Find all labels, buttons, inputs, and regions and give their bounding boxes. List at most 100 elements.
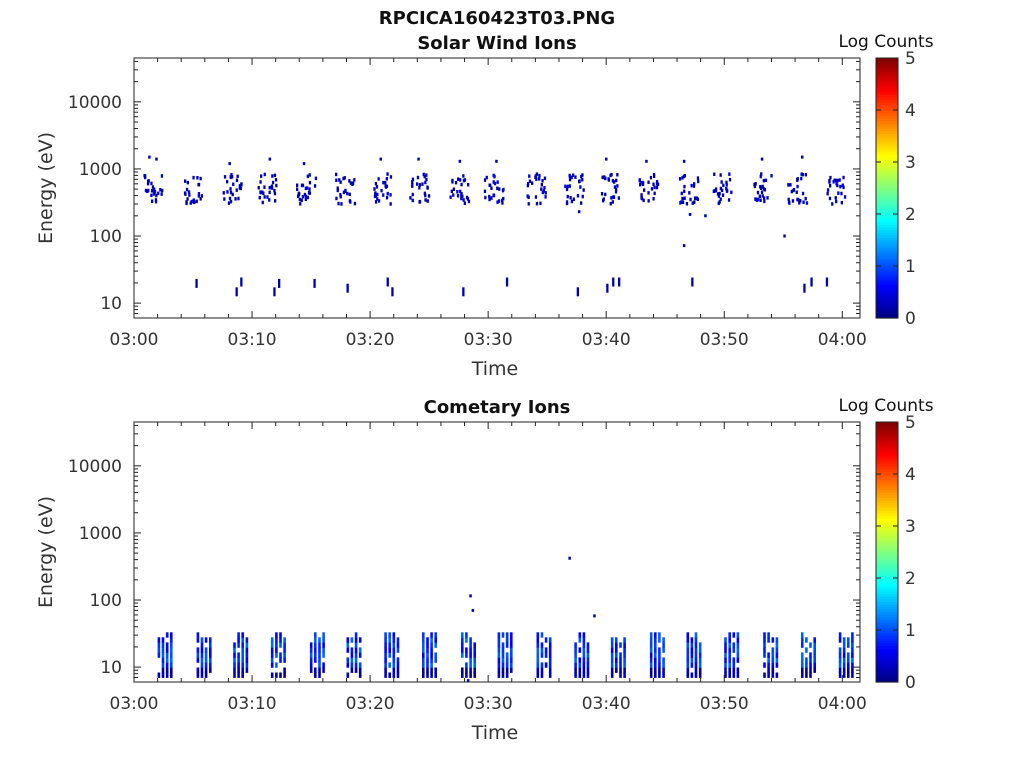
data-cell (354, 652, 358, 658)
data-cell (490, 196, 493, 200)
solar-wind-burst (712, 172, 733, 206)
data-cell (241, 647, 244, 653)
data-cell (209, 652, 212, 658)
data-cell (388, 672, 391, 678)
data-cell (610, 652, 614, 658)
data-cell (346, 657, 350, 663)
colorbar-segment (876, 500, 898, 504)
colorbar-segment (876, 671, 898, 675)
data-cell (690, 183, 693, 188)
data-cell (805, 662, 808, 668)
data-cell (426, 637, 429, 643)
data-cell (353, 178, 356, 182)
plot-area (143, 155, 847, 297)
data-cell (434, 632, 437, 638)
x-axis-label: Time (471, 722, 519, 744)
colorbar-segment (876, 234, 898, 238)
data-cell (241, 642, 244, 648)
data-cell (510, 662, 513, 668)
data-cell (578, 637, 582, 643)
data-cell (309, 662, 313, 668)
data-cell (761, 194, 764, 198)
data-cell (283, 657, 286, 663)
data-cell (461, 647, 464, 653)
data-cell (497, 647, 501, 653)
data-cell (763, 642, 766, 648)
x-tick-label: 03:10 (228, 694, 277, 714)
data-cell (283, 652, 286, 658)
data-cell (801, 652, 804, 658)
data-cell (430, 657, 433, 663)
data-cell (275, 632, 278, 638)
data-cell (396, 637, 400, 643)
data-cell (652, 182, 655, 186)
data-cell (451, 178, 454, 183)
data-cell (510, 667, 513, 673)
data-cell (161, 637, 165, 643)
data-cell (257, 186, 260, 190)
colorbar-segment (876, 242, 898, 246)
colorbar-segment (876, 528, 898, 532)
data-cell (649, 175, 653, 180)
data-cell (245, 662, 249, 668)
data-cell (568, 173, 571, 178)
data-cell (422, 632, 425, 638)
data-cell (184, 179, 187, 183)
colorbar-segment (876, 253, 898, 257)
colorbar-segment (876, 445, 898, 449)
data-cell (501, 201, 504, 205)
outlier-point (155, 157, 158, 161)
data-cell (335, 172, 338, 177)
data-cell (461, 672, 464, 678)
colorbar-segment (876, 437, 898, 441)
colorbar-segment (876, 676, 898, 680)
data-cell (763, 652, 766, 658)
data-cell (548, 672, 552, 678)
colorbar-segment (876, 442, 898, 446)
data-cell (578, 179, 581, 184)
data-cell (578, 672, 582, 678)
data-cell (339, 193, 342, 197)
data-cell (318, 637, 321, 643)
colorbar-segment (876, 666, 898, 670)
colorbar-segment (876, 461, 898, 465)
data-cell (847, 652, 850, 658)
outlier-point (645, 159, 648, 163)
data-cell (452, 193, 455, 197)
data-cell (613, 185, 617, 189)
data-cell (349, 181, 352, 185)
data-cell (318, 652, 321, 658)
data-cell (374, 200, 378, 204)
data-cell (449, 195, 452, 199)
data-cell (279, 657, 282, 663)
cometary-burst (649, 632, 665, 678)
data-cell (724, 637, 727, 643)
data-cell (638, 178, 641, 182)
data-cell (728, 177, 732, 182)
data-cell (813, 647, 816, 653)
data-cell (615, 652, 618, 658)
data-cell (505, 662, 509, 668)
data-cell (497, 657, 501, 663)
colorbar-segment (876, 510, 898, 514)
data-cell (501, 642, 505, 648)
data-cell (150, 193, 153, 198)
outlier-point (268, 157, 272, 161)
data-cell (724, 642, 727, 648)
data-cell (540, 672, 544, 678)
data-cell (336, 186, 339, 190)
data-cell (233, 647, 236, 653)
data-cell (801, 657, 804, 663)
colorbar-segment (876, 637, 898, 641)
data-cell (586, 672, 590, 678)
data-cell (170, 652, 173, 658)
data-cell (728, 637, 731, 643)
colorbar-segment (876, 562, 898, 566)
data-cell (694, 662, 698, 668)
colorbar-segment (876, 539, 898, 543)
data-cell (582, 662, 586, 668)
data-cell (314, 647, 317, 653)
data-cell (313, 184, 317, 188)
colorbar-segment (876, 598, 898, 602)
data-cell (459, 189, 462, 194)
